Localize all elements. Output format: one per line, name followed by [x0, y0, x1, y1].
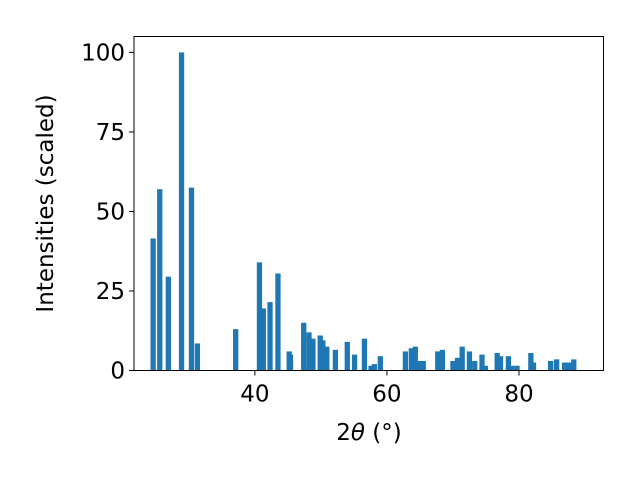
bar [188, 187, 195, 371]
bar [275, 273, 281, 371]
bar [344, 341, 350, 371]
bar [482, 365, 488, 371]
bar [408, 348, 414, 371]
bar [233, 329, 239, 371]
bar [479, 354, 485, 371]
bar [509, 365, 515, 371]
bar [497, 356, 504, 371]
bar [324, 346, 330, 371]
bar [306, 332, 312, 371]
bar [439, 349, 446, 371]
bar [420, 360, 426, 371]
bar [459, 346, 465, 371]
axes-frame [133, 36, 604, 371]
bar [301, 322, 307, 371]
bar [256, 262, 263, 371]
bar [530, 362, 537, 371]
bar [415, 360, 422, 371]
bar [351, 354, 358, 371]
bar [361, 338, 368, 371]
y-tick-label: 100 [81, 40, 125, 66]
bar [450, 360, 456, 371]
bar [466, 351, 473, 371]
bar [317, 335, 323, 371]
bar [435, 351, 441, 371]
bar [514, 365, 520, 371]
bar [150, 238, 156, 371]
x-tick-label: 80 [504, 382, 533, 408]
bar [332, 349, 339, 371]
bar [528, 353, 534, 371]
bar [165, 276, 171, 371]
x-axis-label: 2θ (°) [336, 420, 401, 446]
bar [260, 308, 267, 371]
bar [402, 351, 409, 371]
bar [368, 365, 374, 371]
x-tick-label: 40 [240, 382, 269, 408]
bar [267, 302, 273, 371]
bar [553, 359, 560, 371]
x-tick-label: 60 [372, 382, 401, 408]
bar [548, 360, 554, 371]
bar [178, 52, 185, 371]
bar [494, 353, 500, 371]
y-axis-label: Intensities (scaled) [33, 94, 59, 312]
bar [310, 338, 316, 371]
bar [472, 360, 478, 371]
y-tick-label: 50 [96, 199, 125, 225]
y-axis-ticks: 0 25 50 75 100 [81, 40, 134, 385]
x-axis-ticks: 40 60 80 [240, 370, 534, 408]
y-tick-label: 25 [96, 279, 125, 305]
bar [454, 357, 461, 371]
bar [505, 356, 512, 371]
bar [287, 354, 294, 371]
bar [571, 359, 577, 371]
y-tick-label: 0 [110, 359, 125, 385]
bar [157, 189, 163, 371]
bar [194, 343, 201, 371]
bar [566, 362, 572, 371]
bar [561, 362, 568, 371]
bars-group [150, 52, 577, 371]
bar [371, 364, 377, 371]
bar [412, 346, 418, 371]
bar [320, 340, 326, 371]
y-tick-label: 75 [96, 120, 125, 146]
bar [377, 356, 383, 371]
